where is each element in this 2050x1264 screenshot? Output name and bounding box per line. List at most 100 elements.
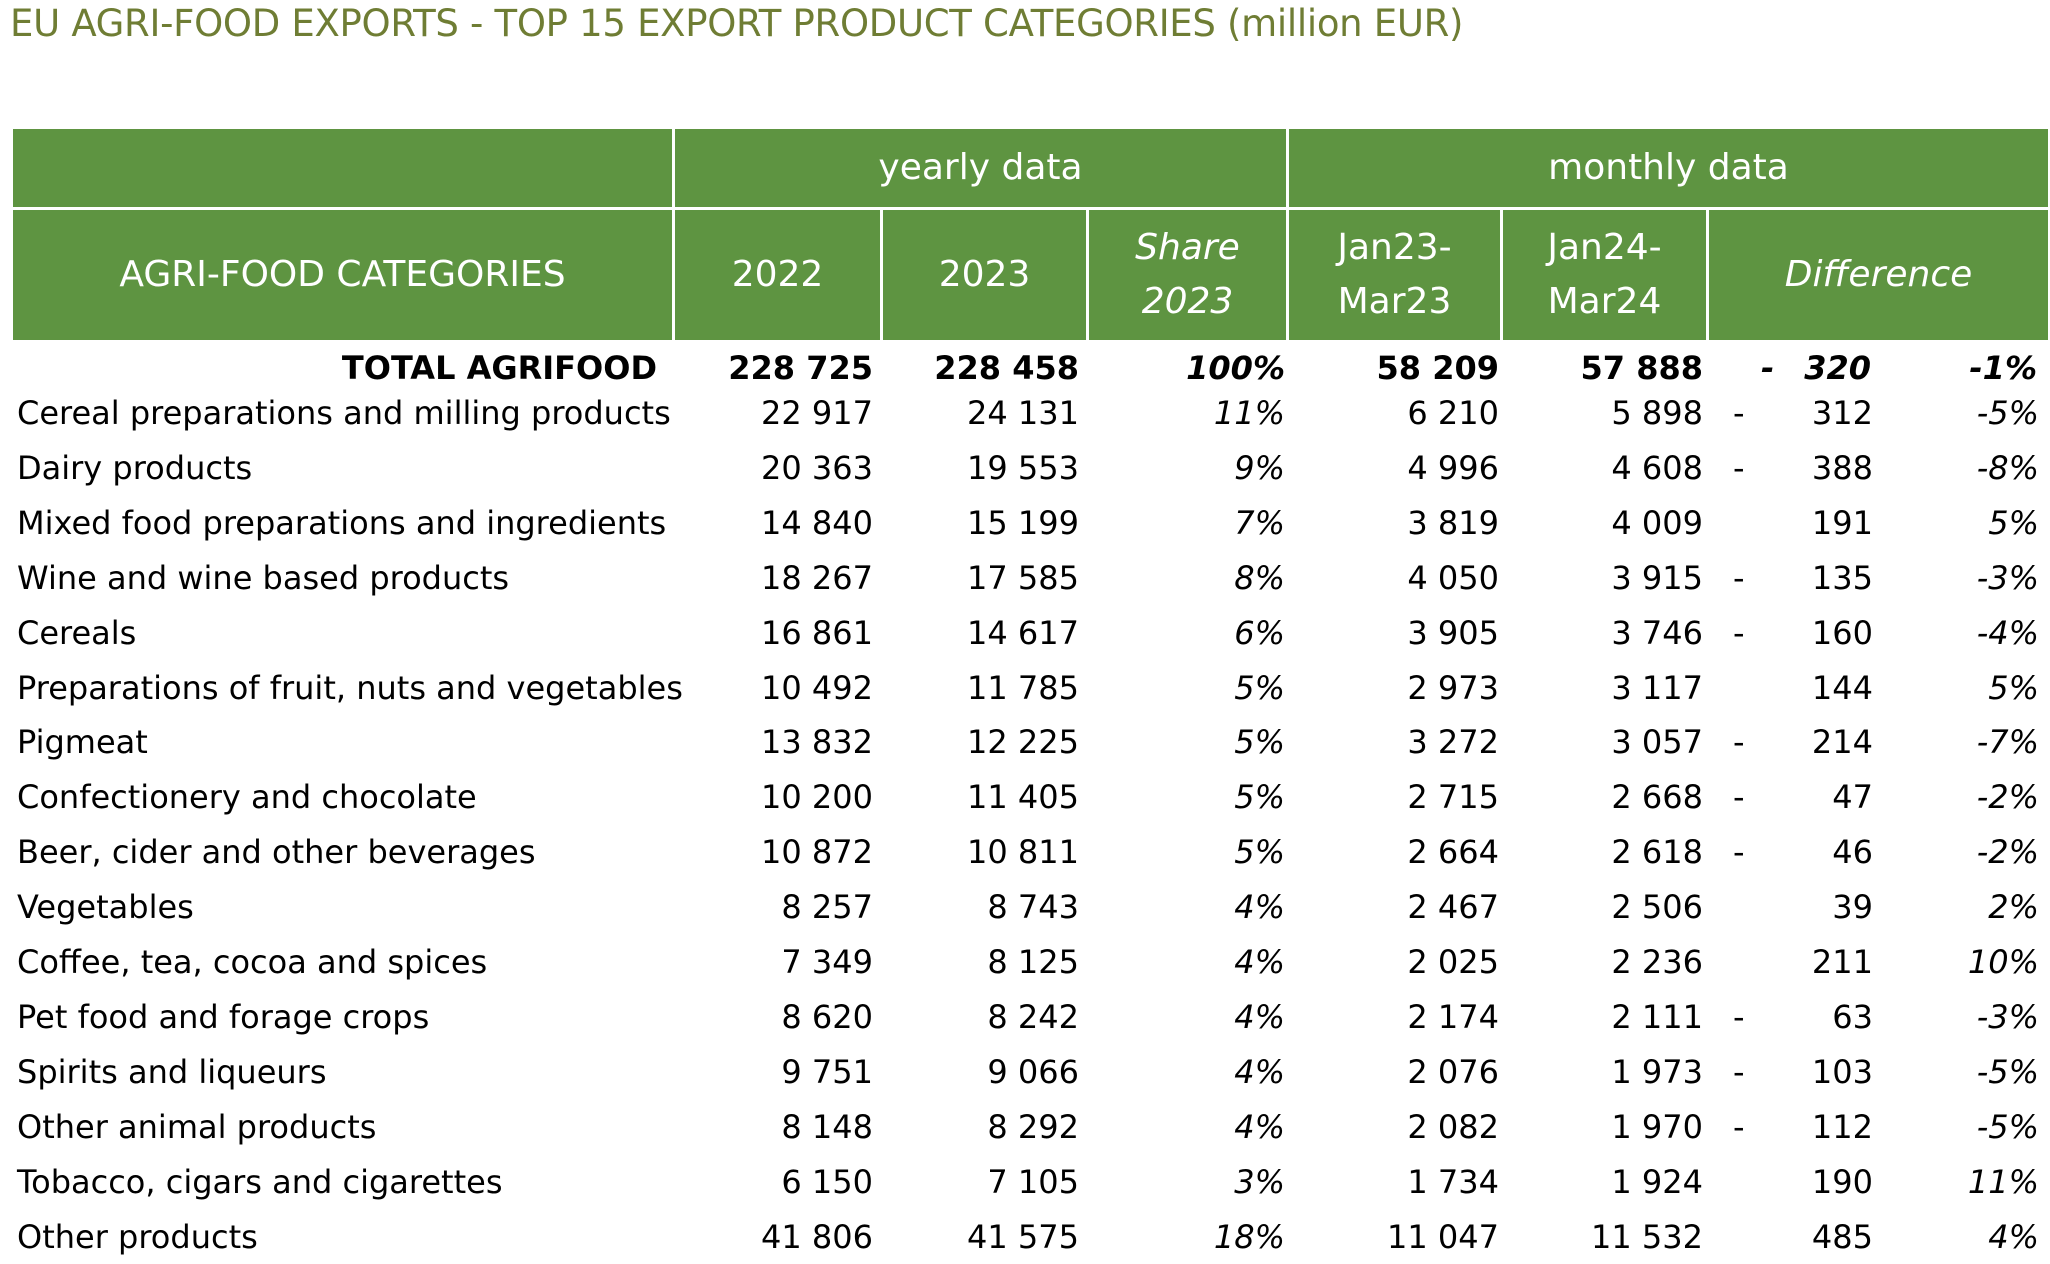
value-jan23-mar23: 2 467 — [1407, 888, 1499, 927]
table-row: Wine and wine based products 18 267 17 585… — [13, 551, 2048, 605]
category: Other products — [17, 1217, 258, 1256]
value-2022: 41 806 — [761, 1217, 873, 1256]
value-jan24-mar24: 11 532 — [1591, 1217, 1703, 1256]
share-2023: 11% — [1213, 394, 1285, 432]
total-difference-pct: -1% — [1969, 349, 2037, 387]
difference-pct: -5% — [1976, 1052, 2039, 1091]
value-2022: 13 832 — [761, 723, 873, 762]
difference: 160 — [1811, 613, 1873, 652]
difference: 47 — [1832, 778, 1873, 817]
difference-pct: -5% — [1976, 1107, 2039, 1146]
value-2022: 16 861 — [761, 613, 873, 652]
difference-pct: 11% — [1967, 1162, 2039, 1201]
diff-sign: - — [1733, 1052, 1745, 1091]
category: Other animal products — [17, 1107, 377, 1146]
value-jan24-mar24: 3 915 — [1611, 558, 1703, 597]
value-jan24-mar24: 3 746 — [1611, 613, 1703, 652]
total-jan23-mar23: 58 209 — [1376, 349, 1499, 387]
category: Tobacco, cigars and cigarettes — [17, 1162, 503, 1201]
difference-pct: -3% — [1976, 997, 2039, 1036]
category: Beer, cider and other beverages — [17, 833, 536, 872]
category: Pet food and forage crops — [17, 997, 430, 1036]
value-2023: 15 199 — [967, 503, 1079, 542]
value-2022: 20 363 — [761, 448, 873, 487]
difference-pct: -7% — [1976, 723, 2039, 762]
header-jan23-mar23: Jan23- Mar23 — [1289, 210, 1503, 340]
category: Spirits and liqueurs — [17, 1052, 327, 1091]
table-row: Spirits and liqueurs 9 751 9 066 4% 2 076 1 9… — [13, 1045, 2048, 1099]
table-row: Dairy products 20 363 19 553 9% 4 996 4 608- 3… — [13, 441, 2048, 495]
difference: 485 — [1811, 1217, 1873, 1256]
difference-pct: -4% — [1976, 613, 2039, 652]
value-jan23-mar23: 6 210 — [1407, 394, 1499, 432]
difference-pct: -3% — [1976, 558, 2039, 597]
value-2022: 10 200 — [761, 778, 873, 817]
difference: 214 — [1811, 723, 1873, 762]
table-row: Pet food and forage crops 8 620 8 242 4% 2 1… — [13, 990, 2048, 1044]
table-row: Vegetables 8 257 8 743 4% 2 467 2 506 39 2% — [13, 880, 2048, 934]
diff-sign: - — [1733, 778, 1745, 817]
header-share-line1: Share — [1135, 227, 1240, 268]
share-2023: 5% — [1234, 668, 1285, 707]
header-monthly-data: monthly data — [1548, 147, 1789, 188]
header-m1-line2: Mar23 — [1337, 281, 1452, 322]
difference: 144 — [1811, 668, 1873, 707]
header-share-line2: 2023 — [1141, 281, 1234, 322]
category: Coffee, tea, cocoa and spices — [17, 943, 488, 981]
table-row: Cereal preparations and milling products… — [13, 386, 2048, 440]
value-2023: 24 131 — [967, 394, 1079, 432]
table-row: Other animal products 8 148 8 292 4% 2 082 1 … — [13, 1100, 2048, 1154]
value-jan24-mar24: 4 009 — [1611, 503, 1703, 542]
table-row: Beer, cider and other beverages 10 872 10 … — [13, 825, 2048, 879]
value-jan23-mar23: 3 819 — [1407, 503, 1499, 542]
value-jan24-mar24: 1 970 — [1611, 1107, 1703, 1146]
value-jan23-mar23: 3 272 — [1407, 723, 1499, 762]
value-jan24-mar24: 4 608 — [1611, 448, 1703, 487]
value-2022: 8 257 — [781, 888, 873, 927]
total-jan24-mar24: 57 888 — [1580, 349, 1703, 387]
header-column-row: AGRI-FOOD CATEGORIES 2022 2023 Share 202… — [13, 210, 2048, 340]
header-2022: 2022 — [675, 210, 883, 340]
difference: 190 — [1811, 1162, 1873, 1201]
value-2022: 8 148 — [781, 1107, 873, 1146]
table-row: Mixed food preparations and ingredients 1… — [13, 496, 2048, 550]
difference-pct: 10% — [1967, 943, 2039, 981]
difference-pct: 2% — [1988, 888, 2039, 927]
value-2022: 10 492 — [761, 668, 873, 707]
value-jan23-mar23: 2 076 — [1407, 1052, 1499, 1091]
value-jan24-mar24: 1 973 — [1611, 1052, 1703, 1091]
header-m1-line1: Jan23- — [1337, 227, 1452, 268]
value-jan24-mar24: 5 898 — [1611, 394, 1703, 432]
share-2023: 4% — [1234, 1107, 1285, 1146]
diff-sign: - — [1733, 997, 1745, 1036]
value-jan23-mar23: 2 025 — [1407, 943, 1499, 981]
value-2022: 8 620 — [781, 997, 873, 1036]
difference: 112 — [1811, 1107, 1873, 1146]
total-2022: 228 725 — [728, 349, 873, 387]
value-jan23-mar23: 2 174 — [1407, 997, 1499, 1036]
value-2023: 17 585 — [967, 558, 1079, 597]
category: Cereal preparations and milling products — [17, 394, 671, 432]
diff-sign: - — [1733, 394, 1745, 432]
total-2023: 228 458 — [934, 349, 1079, 387]
value-2022: 6 150 — [781, 1162, 873, 1201]
diff-sign: - — [1733, 558, 1745, 597]
header-blank-cell — [13, 129, 675, 207]
difference: 388 — [1811, 448, 1873, 487]
category: Dairy products — [17, 448, 253, 487]
header-group-row: yearly data monthly data — [13, 129, 2048, 207]
value-2022: 14 840 — [761, 503, 873, 542]
difference-pct: -8% — [1976, 448, 2039, 487]
value-jan23-mar23: 4 050 — [1407, 558, 1499, 597]
category: Wine and wine based products — [17, 558, 510, 597]
share-2023: 4% — [1234, 997, 1285, 1036]
value-2022: 22 917 — [761, 394, 873, 432]
header-share-2023: Share 2023 — [1089, 210, 1289, 340]
header-yearly-data: yearly data — [675, 129, 1289, 207]
total-difference: 320 — [1804, 349, 1871, 387]
diff-sign: - — [1733, 448, 1745, 487]
value-jan24-mar24: 2 506 — [1611, 888, 1703, 927]
page-title: EU AGRI-FOOD EXPORTS - TOP 15 EXPORT PRO… — [10, 2, 1464, 45]
share-2023: 4% — [1234, 1052, 1285, 1091]
value-2022: 18 267 — [761, 558, 873, 597]
